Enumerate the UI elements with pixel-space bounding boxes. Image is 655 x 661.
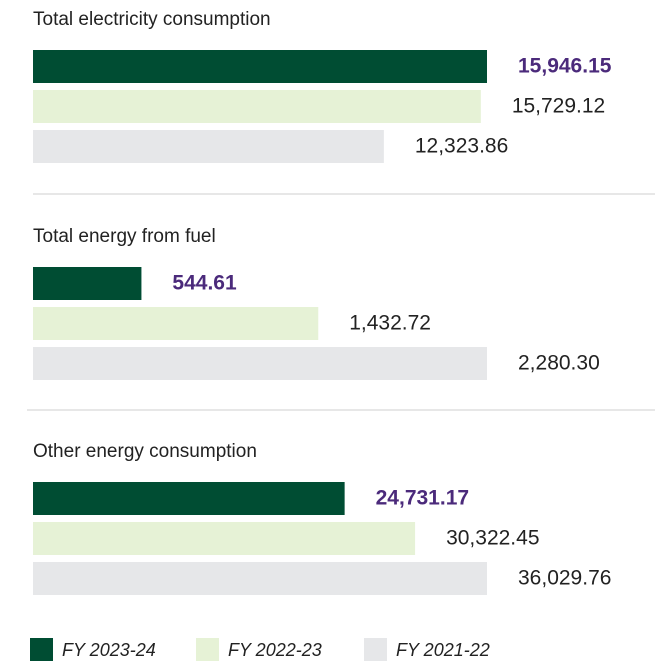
value-label: 36,029.76 [518, 567, 611, 590]
bar [33, 347, 487, 380]
value-label: 24,731.17 [376, 487, 469, 510]
value-label: 12,323.86 [415, 135, 508, 158]
legend-label: FY 2022-23 [228, 640, 322, 660]
bar [33, 50, 487, 83]
value-label: 544.61 [172, 272, 237, 295]
bar [33, 90, 481, 123]
value-label: 1,432.72 [349, 312, 431, 335]
bar [33, 130, 384, 163]
bar [33, 562, 487, 595]
value-label: 30,322.45 [446, 527, 539, 550]
bar [33, 522, 416, 555]
value-label: 15,729.12 [512, 95, 605, 118]
value-label: 2,280.30 [518, 352, 600, 375]
bar [33, 267, 142, 300]
panel-title: Other energy consumption [33, 441, 257, 462]
legend-label: FY 2023-24 [62, 640, 156, 660]
bar [33, 482, 345, 515]
value-label: 15,946.15 [518, 55, 612, 78]
bar [33, 307, 319, 340]
panel-title: Total electricity consumption [33, 9, 271, 30]
legend-label: FY 2021-22 [396, 640, 490, 660]
panel-title: Total energy from fuel [33, 226, 216, 247]
legend-swatch [196, 638, 219, 661]
legend-swatch [30, 638, 53, 661]
legend-swatch [364, 638, 387, 661]
